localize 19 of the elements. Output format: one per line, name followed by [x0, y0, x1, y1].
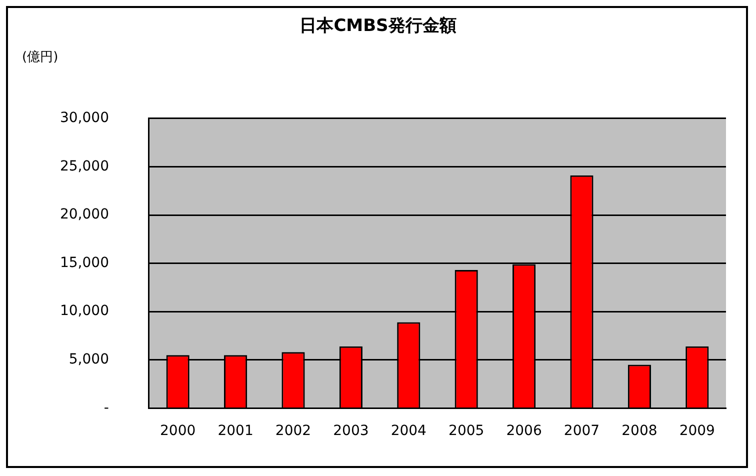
chart-title: 日本CMBS発行金額: [298, 15, 458, 37]
y-tick-label: 5,000: [68, 352, 109, 368]
x-tick-label: 2007: [564, 423, 600, 440]
y-tick-label: 10,000: [60, 303, 109, 320]
x-tick-label: 2004: [390, 423, 427, 440]
x-tick-label: 2008: [622, 423, 658, 440]
y-tick-label: 15,000: [60, 254, 109, 271]
x-tick-label: 2006: [506, 423, 542, 440]
x-tick-label: 2005: [448, 423, 484, 440]
x-tick-label: 2009: [679, 423, 715, 440]
x-tick-label: 2003: [333, 423, 369, 440]
x-tick-label: 2000: [160, 423, 196, 440]
x-tick-label: 2002: [275, 423, 312, 440]
y-axis-title: (億円): [22, 49, 58, 66]
x-tick-label: 2001: [218, 423, 254, 440]
y-tick-label: 30,000: [60, 110, 109, 126]
y-tick-label: 20,000: [60, 206, 109, 223]
y-tick-label: 25,000: [60, 158, 109, 174]
y-tick-label: -: [104, 400, 109, 416]
